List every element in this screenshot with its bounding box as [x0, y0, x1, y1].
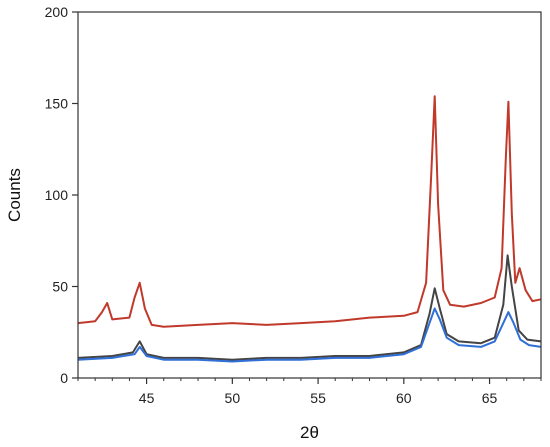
series-line-1	[77, 95, 542, 328]
x-tick-label: 50	[225, 390, 241, 406]
x-axis-title: 2θ	[300, 423, 319, 442]
x-tick-label: 65	[482, 390, 498, 406]
x-tick-label: 45	[139, 390, 155, 406]
y-tick-label: 50	[52, 279, 68, 295]
y-tick-label: 100	[45, 187, 69, 203]
x-axis-ticks: 45 50 55 60 65	[77, 378, 542, 406]
y-tick-label: 150	[45, 96, 69, 112]
y-axis-ticks: 0 50 100 150 200	[45, 4, 78, 386]
y-axis-title: Counts	[5, 168, 24, 222]
y-tick-label: 200	[45, 4, 69, 20]
x-tick-label: 60	[396, 390, 412, 406]
y-tick-label: 0	[60, 370, 68, 386]
series-line-3	[77, 307, 542, 363]
series-layer	[77, 95, 542, 363]
x-tick-label: 55	[310, 390, 326, 406]
